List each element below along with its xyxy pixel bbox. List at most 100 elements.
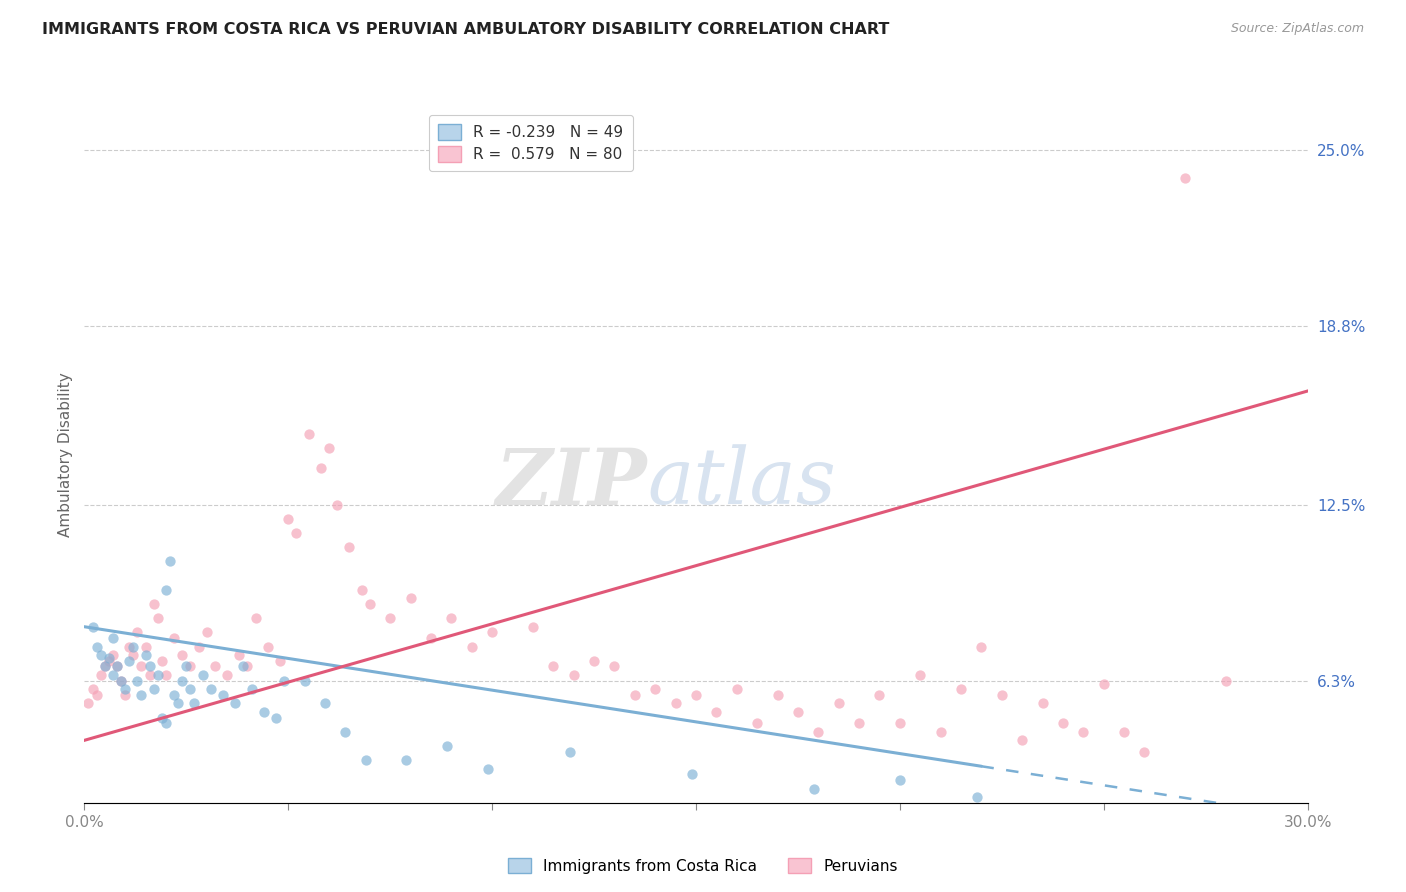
- Point: [828, 697, 851, 711]
- Point: [253, 705, 276, 719]
- Point: [97, 651, 120, 665]
- Point: [354, 753, 377, 767]
- Y-axis label: Ambulatory Disability: Ambulatory Disability: [58, 373, 73, 537]
- Point: [991, 688, 1014, 702]
- Point: [477, 762, 499, 776]
- Legend: R = -0.239   N = 49, R =  0.579   N = 80: R = -0.239 N = 49, R = 0.579 N = 80: [429, 115, 633, 171]
- Point: [93, 659, 117, 673]
- Point: [191, 668, 214, 682]
- Point: [583, 654, 606, 668]
- Point: [277, 512, 299, 526]
- Point: [179, 682, 201, 697]
- Point: [1073, 724, 1095, 739]
- Point: [90, 668, 112, 682]
- Point: [1032, 697, 1054, 711]
- Point: [105, 659, 128, 673]
- Point: [889, 773, 911, 788]
- Point: [82, 682, 104, 697]
- Point: [135, 640, 157, 654]
- Point: [163, 688, 186, 702]
- Point: [335, 724, 357, 739]
- Point: [212, 688, 235, 702]
- Point: [204, 659, 226, 673]
- Point: [273, 673, 295, 688]
- Point: [929, 724, 952, 739]
- Point: [380, 611, 402, 625]
- Point: [1133, 745, 1156, 759]
- Point: [138, 668, 160, 682]
- Point: [200, 682, 222, 697]
- Point: [142, 682, 165, 697]
- Point: [146, 668, 169, 682]
- Point: [127, 673, 149, 688]
- Point: [264, 710, 287, 724]
- Point: [167, 697, 190, 711]
- Point: [236, 659, 259, 673]
- Point: [114, 688, 136, 702]
- Point: [1174, 171, 1197, 186]
- Point: [950, 682, 973, 697]
- Point: [395, 753, 418, 767]
- Point: [127, 625, 149, 640]
- Legend: Immigrants from Costa Rica, Peruvians: Immigrants from Costa Rica, Peruvians: [502, 852, 904, 880]
- Point: [228, 648, 250, 662]
- Point: [318, 441, 340, 455]
- Point: [101, 648, 124, 662]
- Point: [118, 640, 141, 654]
- Point: [82, 620, 104, 634]
- Point: [146, 611, 169, 625]
- Point: [101, 631, 124, 645]
- Point: [135, 648, 157, 662]
- Point: [176, 659, 198, 673]
- Point: [603, 659, 626, 673]
- Point: [240, 682, 263, 697]
- Point: [77, 697, 100, 711]
- Point: [187, 640, 209, 654]
- Point: [685, 688, 707, 702]
- Point: [90, 648, 112, 662]
- Point: [420, 631, 443, 645]
- Point: [159, 554, 181, 568]
- Point: [110, 673, 132, 688]
- Point: [309, 460, 332, 475]
- Point: [122, 648, 145, 662]
- Point: [86, 688, 108, 702]
- Point: [481, 625, 503, 640]
- Point: [326, 498, 349, 512]
- Point: [747, 716, 769, 731]
- Point: [1011, 733, 1033, 747]
- Point: [142, 597, 165, 611]
- Point: [294, 673, 316, 688]
- Point: [522, 620, 544, 634]
- Text: ZIP: ZIP: [495, 444, 647, 521]
- Point: [314, 697, 336, 711]
- Point: [245, 611, 267, 625]
- Point: [910, 668, 932, 682]
- Point: [766, 688, 789, 702]
- Point: [285, 526, 308, 541]
- Point: [110, 673, 132, 688]
- Point: [339, 540, 361, 554]
- Point: [803, 781, 825, 796]
- Point: [807, 724, 830, 739]
- Point: [436, 739, 458, 753]
- Point: [1114, 724, 1136, 739]
- Point: [1215, 673, 1237, 688]
- Point: [138, 659, 160, 673]
- Point: [681, 767, 703, 781]
- Point: [155, 668, 177, 682]
- Point: [105, 659, 128, 673]
- Point: [172, 673, 194, 688]
- Point: [131, 688, 153, 702]
- Point: [787, 705, 810, 719]
- Point: [101, 668, 124, 682]
- Text: Source: ZipAtlas.com: Source: ZipAtlas.com: [1230, 22, 1364, 36]
- Point: [869, 688, 891, 702]
- Point: [440, 611, 463, 625]
- Point: [624, 688, 647, 702]
- Point: [558, 745, 581, 759]
- Point: [665, 697, 688, 711]
- Point: [706, 705, 728, 719]
- Point: [172, 648, 194, 662]
- Point: [114, 682, 136, 697]
